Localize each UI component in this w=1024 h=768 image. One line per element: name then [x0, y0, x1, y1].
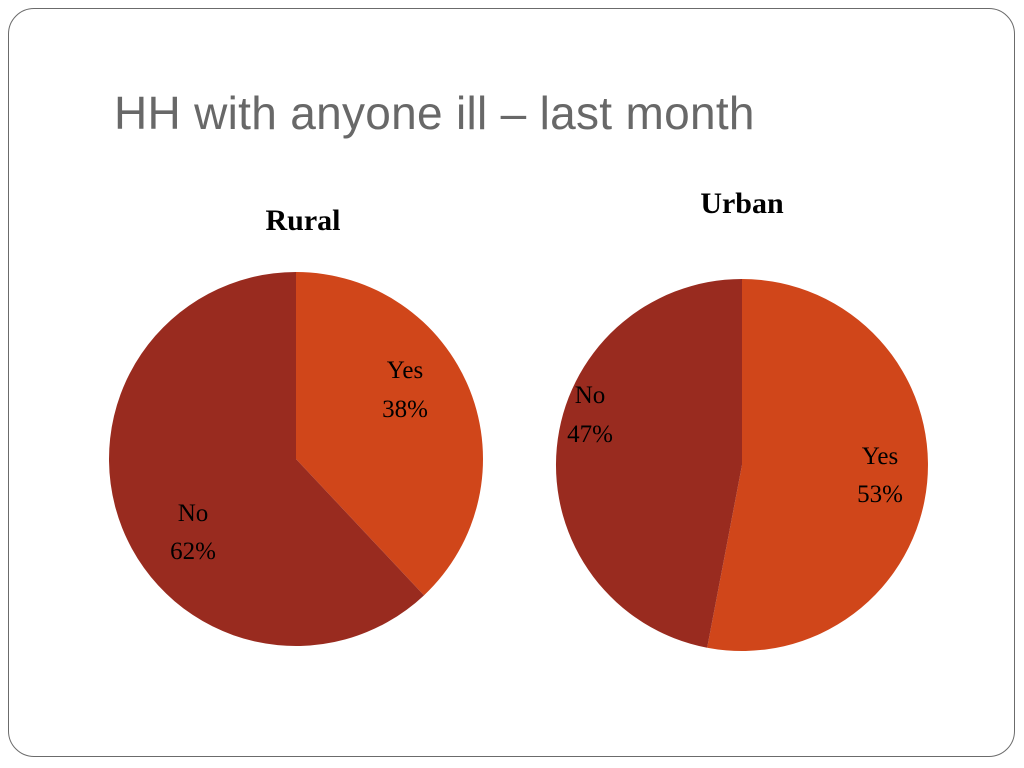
rural-slice-no: [109, 272, 425, 647]
urban-yes-value: 53%: [857, 481, 903, 508]
urban-pie-slices: [555, 279, 928, 651]
rural-no-label: No: [178, 500, 209, 527]
urban-slice-yes: [707, 279, 928, 651]
urban-yes-label: Yes: [862, 443, 898, 470]
rural-yes-label: Yes: [387, 357, 423, 384]
urban-no-value: 47%: [567, 421, 613, 448]
rural-no-value: 62%: [170, 538, 216, 565]
rural-slice-yes: [296, 272, 484, 596]
urban-pie-chart: Urban Yes 53% No 47%: [555, 187, 928, 651]
urban-no-label: No: [575, 382, 606, 409]
rural-chart-title: Rural: [266, 204, 341, 237]
rural-pie-chart: Rural Yes 38% No 62%: [109, 204, 484, 647]
slide-title: HH with anyone ill – last month: [114, 87, 755, 139]
rural-pie-slices: [109, 272, 484, 647]
urban-chart-title: Urban: [700, 187, 784, 220]
rural-yes-value: 38%: [382, 396, 428, 423]
urban-slice-no: [555, 279, 742, 648]
